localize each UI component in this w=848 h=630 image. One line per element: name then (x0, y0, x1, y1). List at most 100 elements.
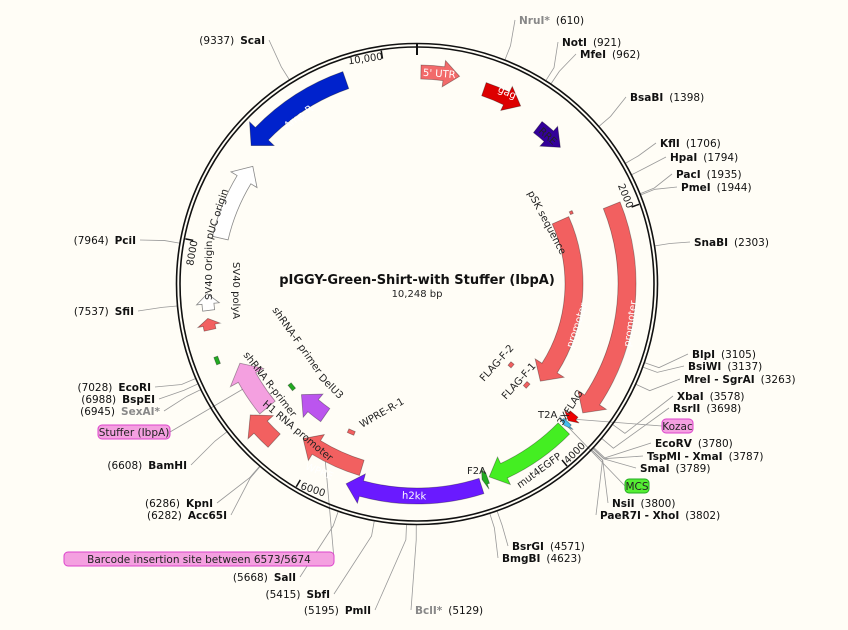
annotation-box-barcode-insertion-site-between-6573-5674[interactable] (63, 551, 335, 567)
feature-promoter[interactable] (577, 201, 637, 414)
enzyme-site-bcli[interactable]: BclI* (5129) (415, 605, 483, 617)
feature-rre[interactable] (532, 120, 561, 148)
enzyme-site-hpai[interactable]: HpaI (1794) (670, 152, 738, 164)
feature-flag-f-2[interactable] (507, 361, 515, 369)
label-5utr: 5' UTR (423, 68, 456, 81)
enzyme-site-pmei[interactable]: PmeI (1944) (681, 182, 752, 194)
feature-promoter[interactable] (534, 216, 584, 382)
label-sv40-origin: SV40 Origin (204, 241, 215, 300)
annotation-boxes: Stuffer (IbpA) Barcode insertion site bet… (63, 418, 694, 567)
enzyme-site-kfli[interactable]: KflI (1706) (660, 138, 721, 150)
leader-line (137, 305, 178, 312)
enzyme-site-tspmi-xmai[interactable]: TspMI - XmaI (3787) (647, 451, 764, 463)
annotation-label: Stuffer (IbpA) (99, 427, 170, 439)
enzyme-site-pmli[interactable]: (5195) PmlI (304, 605, 371, 617)
enzyme-site-smai[interactable]: SmaI (3789) (640, 463, 710, 475)
feature-flag-f-1[interactable] (522, 380, 531, 389)
enzyme-site-bamhi[interactable]: (6608) BamHI (107, 460, 187, 472)
feature-puc-origin[interactable] (212, 165, 258, 241)
label-wpre: WPRE (303, 461, 334, 482)
ticks (185, 50, 640, 488)
enzyme-site-paci[interactable]: PacI (1935) (676, 169, 742, 181)
leader-line (333, 521, 375, 595)
enzyme-site-sali[interactable]: (5668) SalI (233, 572, 296, 584)
feature-mut4egfp[interactable] (488, 422, 571, 486)
annotation-box-mcs[interactable] (624, 478, 650, 494)
enzyme-site-noti[interactable]: NotI (921) (562, 37, 621, 49)
leader-line (190, 431, 227, 466)
enzyme-site-snabi[interactable]: SnaBI (2303) (694, 237, 769, 249)
enzyme-site-acc65i[interactable]: (6282) Acc65I (147, 510, 227, 522)
feature-psk-sequence[interactable] (568, 210, 574, 216)
enzyme-site-bsrgi[interactable]: BsrGI (4571) (512, 541, 585, 553)
annotation-label: MCS (625, 481, 648, 493)
leader-line (496, 511, 509, 547)
leader-line (230, 466, 261, 516)
enzyme-site-pcii[interactable]: (7964) PciI (74, 235, 136, 247)
leader-line (593, 442, 652, 459)
features (195, 59, 637, 505)
leader-line (163, 389, 201, 412)
enzyme-site-nrui[interactable]: NruI* (610) (519, 15, 584, 27)
feature-5-utr[interactable] (420, 59, 461, 88)
leader-line (598, 96, 627, 127)
feature-shrna-f-primer[interactable] (287, 382, 297, 392)
leader-line (591, 449, 603, 516)
tick-mark (561, 459, 568, 467)
annotation-box-stuffer-ibpa[interactable] (97, 424, 171, 440)
leader-line (489, 513, 499, 559)
leader-line (410, 524, 417, 611)
enzyme-site-bspei[interactable]: (6988) BspEI (81, 394, 155, 406)
plasmid-title: pIGGY-Green-Shirt-with Stuffer (IbpA) (279, 273, 555, 288)
leader-line (550, 53, 577, 84)
label-sv40-polya: SV40 polyA (230, 262, 241, 319)
leader-line (635, 378, 681, 392)
tick-mark (185, 238, 194, 242)
feature-3xflag[interactable] (563, 409, 580, 424)
feature-wpre-r-1[interactable] (346, 428, 356, 436)
enzyme-site-kpni[interactable]: (6286) KpnI (145, 498, 213, 510)
enzyme-site-sfii[interactable]: (7537) SfiI (74, 306, 134, 318)
enzyme-site-bmgbi[interactable]: BmgBI (4623) (502, 553, 581, 565)
feature-t2a[interactable] (558, 416, 574, 430)
annotation-label: Kozac (662, 421, 693, 433)
feature-h2kk[interactable] (345, 473, 485, 505)
enzyme-site-blpi[interactable]: BlpI (3105) (692, 349, 756, 361)
enzyme-site-bsabi[interactable]: BsaBI (1398) (630, 92, 704, 104)
feature-sv40-polya[interactable] (196, 317, 222, 332)
enzyme-site-rsrii[interactable]: RsrII (3698) (673, 403, 741, 415)
leader-line (643, 365, 685, 373)
enzyme-site-mrei-sgrai[interactable]: MreI - SgrAI (3263) (684, 374, 796, 386)
annotation-label: Barcode insertion site between 6573/5674 (87, 554, 311, 566)
restriction-sites: NruI* (610) NotI (921)MfeI (962) BsaBI (1398) K… (74, 15, 796, 617)
enzyme-site-scai[interactable]: (9337) ScaI (199, 35, 265, 47)
feature-wpre[interactable] (302, 433, 365, 477)
feature-gag[interactable] (481, 82, 522, 112)
leader-line (139, 239, 180, 244)
enzyme-site-sbfi[interactable]: (5415) SbfI (266, 589, 330, 601)
label-f2a: F2A (467, 466, 486, 477)
leader-line (625, 142, 657, 164)
label-h2kk: h2kk (402, 491, 427, 503)
feature-amp-r[interactable] (249, 71, 350, 147)
enzyme-site-paer7i-xhoi[interactable]: PaeR7I - XhoI (3802) (600, 510, 720, 522)
feature-delu3[interactable] (301, 393, 331, 423)
enzyme-site-ecori[interactable]: (7028) EcoRI (77, 382, 151, 394)
feature-shrna-r-primer[interactable] (213, 355, 221, 366)
enzyme-site-ecorv[interactable]: EcoRV (3780) (655, 438, 733, 450)
feature-stuffer-ibpa[interactable] (229, 362, 276, 415)
enzyme-site-bsiwi[interactable]: BsiWI (3137) (688, 361, 762, 373)
feature-h1-rna-promoter[interactable] (247, 414, 281, 448)
leader-line (644, 353, 689, 369)
annotation-box-kozac[interactable] (661, 418, 694, 434)
enzyme-site-nsii[interactable]: NsiI (3800) (612, 498, 675, 510)
enzyme-site-mfei[interactable]: MfeI (962) (580, 49, 640, 61)
annotation-leader (169, 387, 246, 433)
enzyme-site-xbai[interactable]: XbaI (3578) (677, 391, 745, 403)
leader-line (158, 383, 198, 400)
feature-sv40-origin[interactable] (195, 293, 221, 312)
enzyme-site-sexai[interactable]: (6945) SexAI* (80, 406, 160, 418)
tick-mark (631, 203, 640, 208)
feature-f2a[interactable] (481, 467, 490, 490)
